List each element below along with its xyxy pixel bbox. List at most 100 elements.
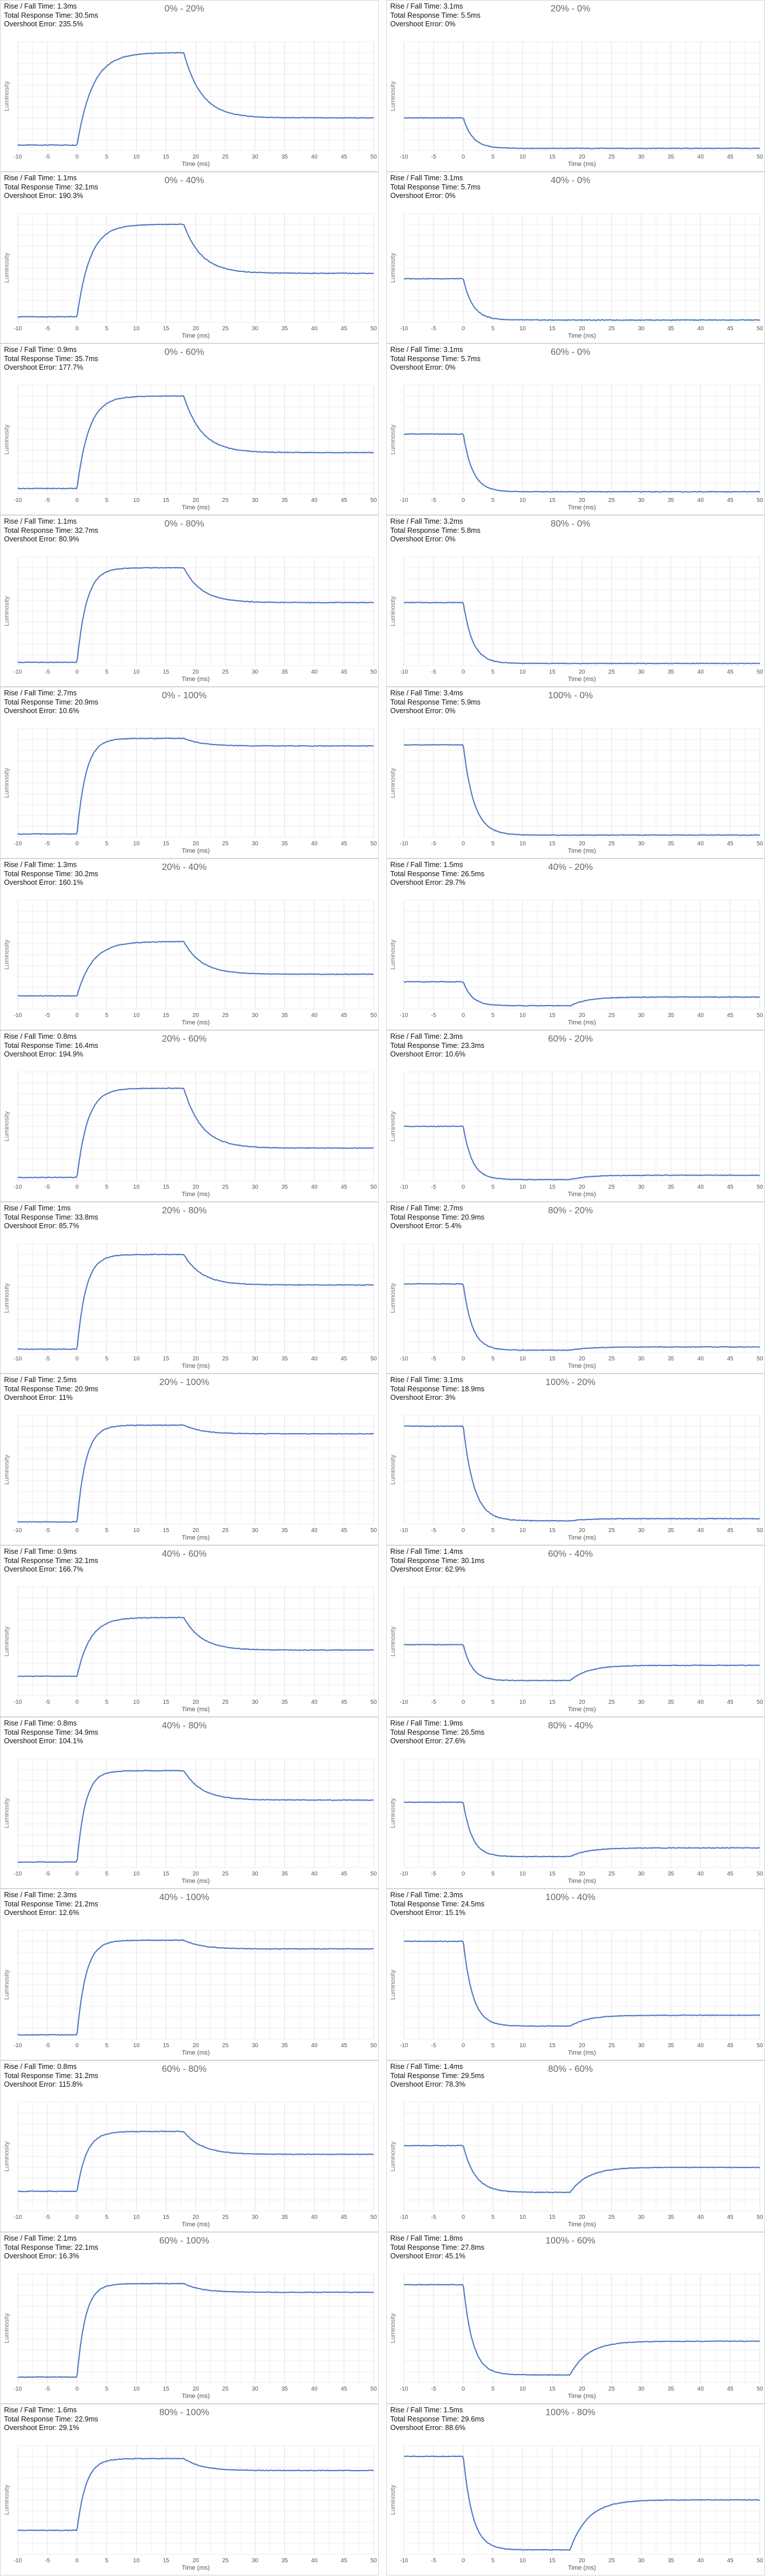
x-tick-label: 0 [76, 2386, 79, 2392]
panel-plot: -10 -5 0 5 10 15 20 25 30 35 40 45 50 Time (ms) Lumino… [3, 41, 377, 168]
x-tick-label: 20 [578, 2386, 585, 2392]
luminosity-series-line [18, 1253, 374, 1350]
x-axis-label: Time (ms) [181, 504, 209, 511]
y-axis-label: Luminosity [390, 1111, 397, 1141]
y-axis-label: Luminosity [3, 2141, 10, 2171]
x-tick-label: 35 [282, 2386, 288, 2392]
x-tick-label: 0 [462, 2214, 465, 2221]
x-tick-label: 5 [491, 2214, 495, 2221]
x-tick-label: -5 [431, 2386, 436, 2392]
panel-title: 60% - 100% [159, 2236, 209, 2246]
chart-panel: Rise / Fall Time: 2.3ms Total Response Ti… [0, 1889, 379, 2060]
stat-total: Total Response Time: 18.9ms [390, 1384, 485, 1393]
stat-total: Total Response Time: 30.5ms [4, 11, 98, 19]
luminosity-series-line [403, 980, 760, 1007]
x-tick-label: 25 [222, 154, 229, 160]
panel-stats: Rise / Fall Time: 0.8ms Total Response Ti… [4, 2063, 98, 2090]
x-tick-label: 15 [163, 1184, 170, 1190]
x-tick-label: 10 [520, 2558, 526, 2564]
luminosity-series-line [17, 2458, 374, 2532]
x-tick-label: 10 [133, 1356, 140, 1362]
x-tick-label: -10 [14, 2558, 22, 2564]
x-tick-label: 15 [549, 1528, 556, 1534]
luminosity-series-line [17, 1616, 374, 1677]
x-tick-label: -5 [431, 497, 436, 504]
x-tick-label: 45 [727, 1012, 734, 1019]
panel-title: 0% - 60% [164, 347, 204, 357]
x-tick-label: 45 [727, 1356, 734, 1362]
luminosity-series-line [403, 117, 760, 149]
x-tick-label: 35 [668, 2214, 675, 2221]
panel-title: 20% - 60% [161, 1034, 207, 1044]
stat-total: Total Response Time: 16.4ms [4, 1041, 98, 1050]
chart-panel: Rise / Fall Time: 2.3ms Total Response Ti… [386, 1030, 765, 1202]
panel-plot: -10 -5 0 5 10 15 20 25 30 35 40 45 50 Time (ms) Lumino… [390, 41, 763, 168]
x-tick-label: -5 [45, 1528, 50, 1534]
x-tick-label: 40 [311, 841, 318, 847]
x-tick-label: 50 [370, 154, 377, 160]
x-tick-label: 20 [578, 1012, 585, 1019]
x-tick-label: 35 [282, 154, 288, 160]
panel-title: 0% - 20% [164, 4, 204, 14]
x-tick-label: 10 [520, 1012, 526, 1019]
stat-total: Total Response Time: 33.8ms [4, 1213, 98, 1221]
y-axis-label: Luminosity [390, 1283, 397, 1313]
x-tick-label: 50 [370, 669, 377, 675]
x-tick-label: -10 [400, 1528, 409, 1534]
x-tick-label: 5 [105, 2558, 109, 2564]
x-tick-label: 10 [520, 1184, 526, 1190]
x-tick-label: 15 [163, 2043, 170, 2049]
x-tick-label: -10 [400, 669, 409, 675]
y-axis-label: Luminosity [3, 252, 10, 283]
x-tick-label: 5 [491, 1184, 495, 1190]
luminosity-series-line [403, 2455, 760, 2551]
stat-overshoot: Overshoot Error: 29.7% [390, 879, 466, 887]
panel-plot: -10 -5 0 5 10 15 20 25 30 35 40 45 50 Time (ms) Lumino… [390, 385, 763, 511]
panel-plot: -10 -5 0 5 10 15 20 25 30 35 40 45 50 Time (ms) Lumino… [3, 1243, 377, 1370]
luminosity-series-line [17, 52, 374, 147]
x-tick-label: 20 [192, 2558, 199, 2564]
x-tick-label: -10 [14, 1871, 22, 1877]
x-tick-label: 0 [76, 326, 79, 332]
stat-overshoot: Overshoot Error: 62.9% [390, 1565, 466, 1573]
x-axis-label: Time (ms) [181, 2393, 209, 2400]
x-tick-label: 25 [608, 2558, 615, 2564]
chart-panel: Rise / Fall Time: 0.8ms Total Response Ti… [0, 2060, 379, 2232]
x-tick-label: -10 [14, 2043, 22, 2049]
x-axis-label: Time (ms) [181, 1534, 209, 1541]
x-tick-label: 25 [608, 1699, 615, 1706]
x-tick-label: -10 [400, 2386, 409, 2392]
panel-title: 100% - 80% [545, 2408, 596, 2417]
x-tick-label: -5 [45, 2386, 50, 2392]
x-tick-label: 25 [222, 841, 229, 847]
x-axis-label: Time (ms) [181, 2221, 209, 2228]
x-tick-label: 20 [578, 497, 585, 504]
x-tick-label: 40 [311, 154, 318, 160]
x-tick-label: -5 [45, 669, 50, 675]
x-tick-label: 10 [133, 1871, 140, 1877]
chart-panel: Rise / Fall Time: 1ms Total Response Time… [0, 1202, 379, 1374]
stat-total: Total Response Time: 5.7ms [390, 354, 481, 363]
x-tick-label: 0 [76, 154, 79, 160]
x-tick-label: 15 [163, 1871, 170, 1877]
x-tick-label: 30 [638, 2043, 645, 2049]
x-tick-label: 35 [282, 2558, 288, 2564]
x-tick-label: 10 [520, 154, 526, 160]
x-tick-label: 20 [192, 2214, 199, 2221]
panel-stats: Rise / Fall Time: 2.1ms Total Response Ti… [4, 2234, 98, 2261]
x-tick-label: 35 [282, 1184, 288, 1190]
stat-rise: Rise / Fall Time: 3.1ms [390, 174, 463, 182]
stat-rise: Rise / Fall Time: 1.3ms [4, 2, 77, 10]
x-tick-label: 40 [311, 1356, 318, 1362]
x-tick-label: 45 [341, 1356, 348, 1362]
x-tick-label: 15 [549, 2558, 556, 2564]
x-tick-label: 15 [163, 1699, 170, 1706]
panel-plot: -10 -5 0 5 10 15 20 25 30 35 40 45 50 Time (ms) Lumino… [390, 2102, 763, 2228]
x-tick-label: -10 [14, 2214, 22, 2221]
stat-rise: Rise / Fall Time: 0.8ms [4, 2063, 77, 2071]
y-axis-label: Luminosity [390, 81, 397, 111]
x-tick-label: 20 [192, 497, 199, 504]
x-tick-label: 15 [549, 154, 556, 160]
stat-overshoot: Overshoot Error: 0% [390, 20, 455, 28]
x-tick-label: 25 [222, 2386, 229, 2392]
